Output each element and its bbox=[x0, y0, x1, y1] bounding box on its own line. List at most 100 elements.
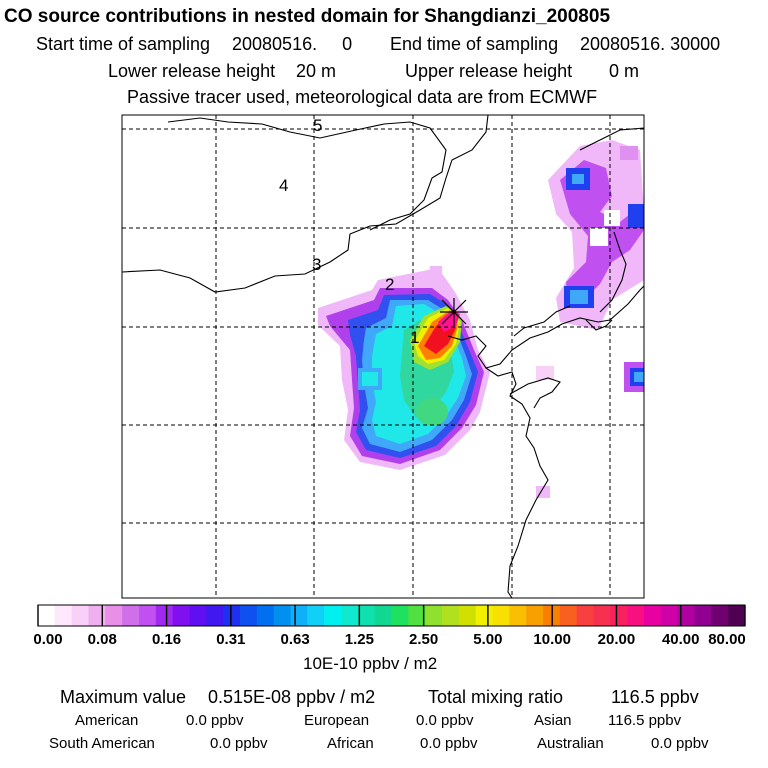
colorbar-cell bbox=[728, 605, 746, 626]
colorbar-cell bbox=[660, 605, 679, 626]
region-south-american-name: South American bbox=[49, 735, 155, 752]
colorbar-cell bbox=[374, 605, 392, 626]
region-australian-value: 0.0 ppbv bbox=[651, 735, 709, 752]
plume-faint-3 bbox=[536, 366, 554, 380]
colorbar-tick-label: 40.00 bbox=[662, 631, 700, 648]
colorbar-cell bbox=[475, 605, 493, 626]
border-north bbox=[167, 117, 447, 231]
region-label-3: 3 bbox=[312, 255, 321, 274]
colorbar-cell bbox=[576, 605, 594, 626]
border-nk bbox=[579, 127, 644, 151]
colorbar-cell bbox=[324, 605, 342, 626]
colorbar-tick-label: 0.31 bbox=[216, 631, 245, 648]
boundaries bbox=[122, 115, 644, 598]
region-asian-value: 116.5 ppbv bbox=[608, 712, 682, 729]
colorbar-cell bbox=[357, 605, 376, 626]
plume-blue-pocket-2 bbox=[362, 372, 378, 386]
upper-release-value: 0 m bbox=[609, 61, 640, 81]
map-title: CO source contributions in nested domain… bbox=[4, 6, 611, 27]
colorbar-tick-label: 20.00 bbox=[598, 631, 636, 648]
plume-ne-patch bbox=[548, 140, 644, 330]
colorbar-cell bbox=[54, 605, 73, 626]
plume-layer bbox=[318, 140, 644, 498]
colorbar-cell bbox=[559, 605, 578, 626]
coast-east bbox=[485, 367, 549, 598]
region-african-name: African bbox=[327, 735, 374, 752]
max-value-label: Maximum value bbox=[60, 687, 187, 707]
plume-faint-1 bbox=[430, 266, 442, 276]
colorbar-cell bbox=[307, 605, 325, 626]
colorbar-cell bbox=[425, 605, 443, 626]
coast-korea bbox=[599, 231, 627, 313]
plume-green-core bbox=[416, 398, 448, 426]
region-label-1: 1 bbox=[410, 328, 419, 347]
coast-bohai-2 bbox=[513, 305, 571, 337]
colorbar-cell bbox=[38, 605, 56, 626]
colorbar-cell bbox=[694, 605, 712, 626]
colorbar-cell bbox=[593, 605, 611, 626]
colorbar-tick-label: 5.00 bbox=[473, 631, 502, 648]
colorbar-tick-label: 0.08 bbox=[88, 631, 117, 648]
colorbar-unit: 10E-10 ppbv / m2 bbox=[303, 654, 438, 673]
colorbar-cell bbox=[290, 605, 308, 626]
colorbar-cell bbox=[610, 605, 628, 626]
colorbar-cell bbox=[256, 605, 275, 626]
colorbar-cell bbox=[509, 605, 527, 626]
receptor-star-icon bbox=[440, 298, 468, 326]
region-african-value: 0.0 ppbv bbox=[420, 735, 478, 752]
map-frame bbox=[121, 114, 645, 599]
region-south-american-value: 0.0 ppbv bbox=[210, 735, 268, 752]
region-label-4: 4 bbox=[279, 176, 288, 195]
lower-release-label: Lower release height bbox=[108, 61, 276, 81]
region-label-2: 2 bbox=[385, 275, 394, 294]
colorbar-tick-label: 0.63 bbox=[280, 631, 309, 648]
colorbar-cell bbox=[458, 605, 477, 626]
region-european-value: 0.0 ppbv bbox=[416, 712, 474, 729]
colorbar-cell bbox=[206, 605, 224, 626]
colorbar-cell bbox=[391, 605, 409, 626]
colorbar-cell bbox=[139, 605, 157, 626]
start-time-value: 20080516. 0 bbox=[232, 34, 353, 54]
start-time-label: Start time of sampling bbox=[36, 34, 211, 54]
colorbar-tick-label: 0.16 bbox=[152, 631, 181, 648]
colorbar-cell bbox=[172, 605, 190, 626]
colorbar-cell bbox=[711, 605, 729, 626]
grid-lines bbox=[122, 115, 644, 598]
colorbar-tick-label: 2.50 bbox=[409, 631, 438, 648]
coast-shandong bbox=[509, 377, 561, 409]
colorbar-cell bbox=[189, 605, 207, 626]
max-value: 0.515E-08 ppbv / m2 bbox=[208, 687, 376, 707]
colorbar bbox=[37, 604, 746, 627]
colorbar-cell bbox=[71, 605, 89, 626]
region-european-name: European bbox=[304, 712, 370, 729]
colorbar-cell bbox=[677, 605, 695, 626]
colorbar-cell bbox=[223, 605, 241, 626]
total-mixing-label: Total mixing ratio bbox=[428, 687, 564, 707]
colorbar-cell bbox=[627, 605, 645, 626]
colorbar-cell bbox=[492, 605, 510, 626]
upper-release-label: Upper release height bbox=[405, 61, 573, 81]
end-time-value: 20080516. 30000 bbox=[580, 34, 721, 54]
region-american-value: 0.0 ppbv bbox=[186, 712, 244, 729]
coast-bohai bbox=[447, 285, 644, 369]
region-american-name: American bbox=[75, 712, 139, 729]
region-australian-name: Australian bbox=[537, 735, 604, 752]
region-asian-name: Asian bbox=[534, 712, 572, 729]
colorbar-cell bbox=[442, 605, 460, 626]
end-time-label: End time of sampling bbox=[390, 34, 559, 54]
colorbar-cell bbox=[155, 605, 174, 626]
border-mongolia bbox=[122, 115, 489, 293]
tracer-note: Passive tracer used, meteorological data… bbox=[127, 87, 598, 107]
colorbar-cell bbox=[273, 605, 291, 626]
colorbar-cell bbox=[88, 605, 106, 626]
colorbar-tick-label: 10.00 bbox=[533, 631, 571, 648]
lower-release-value: 20 m bbox=[296, 61, 337, 81]
colorbar-cell bbox=[122, 605, 140, 626]
colorbar-cell bbox=[341, 605, 359, 626]
colorbar-cell bbox=[526, 605, 544, 626]
region-label-5: 5 bbox=[313, 116, 322, 135]
plume-east-patch bbox=[624, 362, 644, 392]
total-mixing-value: 116.5 ppbv bbox=[611, 687, 699, 707]
colorbar-tick-label: 80.00 bbox=[708, 631, 746, 648]
